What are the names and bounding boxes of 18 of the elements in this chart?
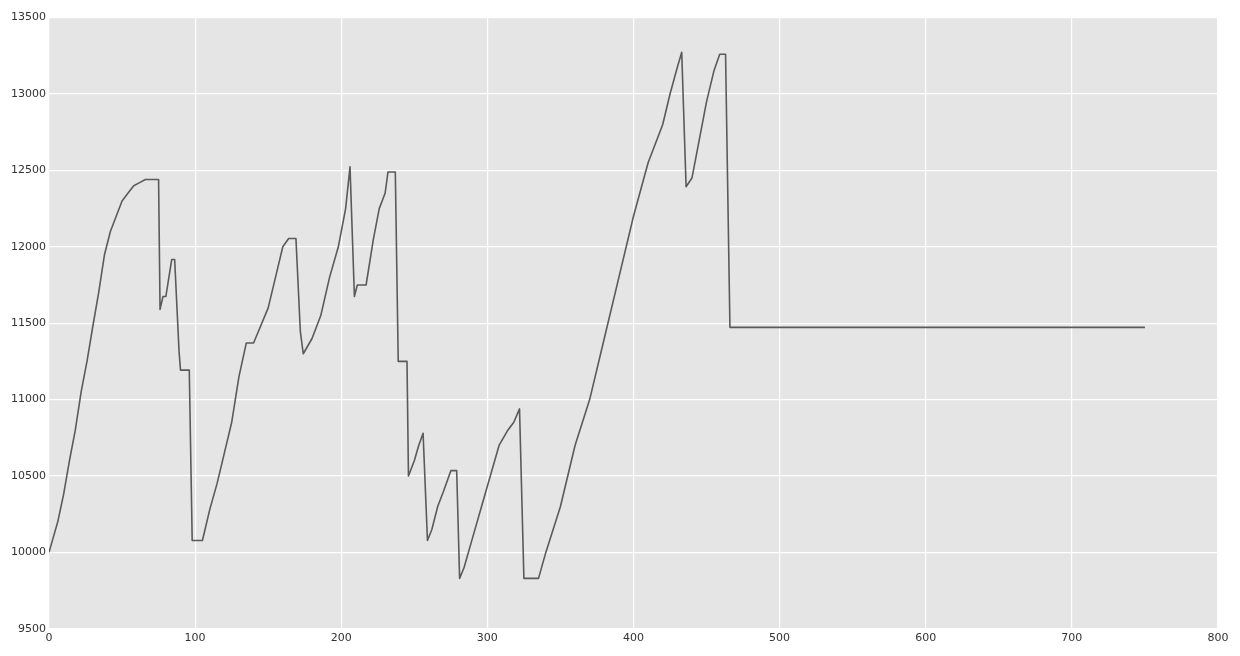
x-tick-label: 0	[45, 631, 53, 645]
y-tick-label: 13000	[10, 86, 46, 100]
y-tick-label: 10500	[10, 468, 46, 482]
y-tick-label: 10000	[10, 545, 46, 559]
y-tick-label: 9500	[17, 621, 46, 635]
x-tick-label: 500	[769, 631, 791, 645]
x-tick-label: 600	[915, 631, 937, 645]
y-tick-label: 11000	[10, 392, 46, 406]
x-tick-label: 700	[1061, 631, 1083, 645]
x-tick-label: 100	[184, 631, 206, 645]
x-tick-label: 200	[330, 631, 352, 645]
y-tick-label: 11500	[10, 316, 46, 330]
y-tick-label: 12500	[10, 163, 46, 177]
y-tick-label: 12000	[10, 239, 46, 253]
x-tick-label: 300	[476, 631, 498, 645]
x-tick-label: 800	[1207, 631, 1229, 645]
x-tick-label: 400	[623, 631, 644, 645]
y-tick-label: 13500	[10, 10, 46, 24]
